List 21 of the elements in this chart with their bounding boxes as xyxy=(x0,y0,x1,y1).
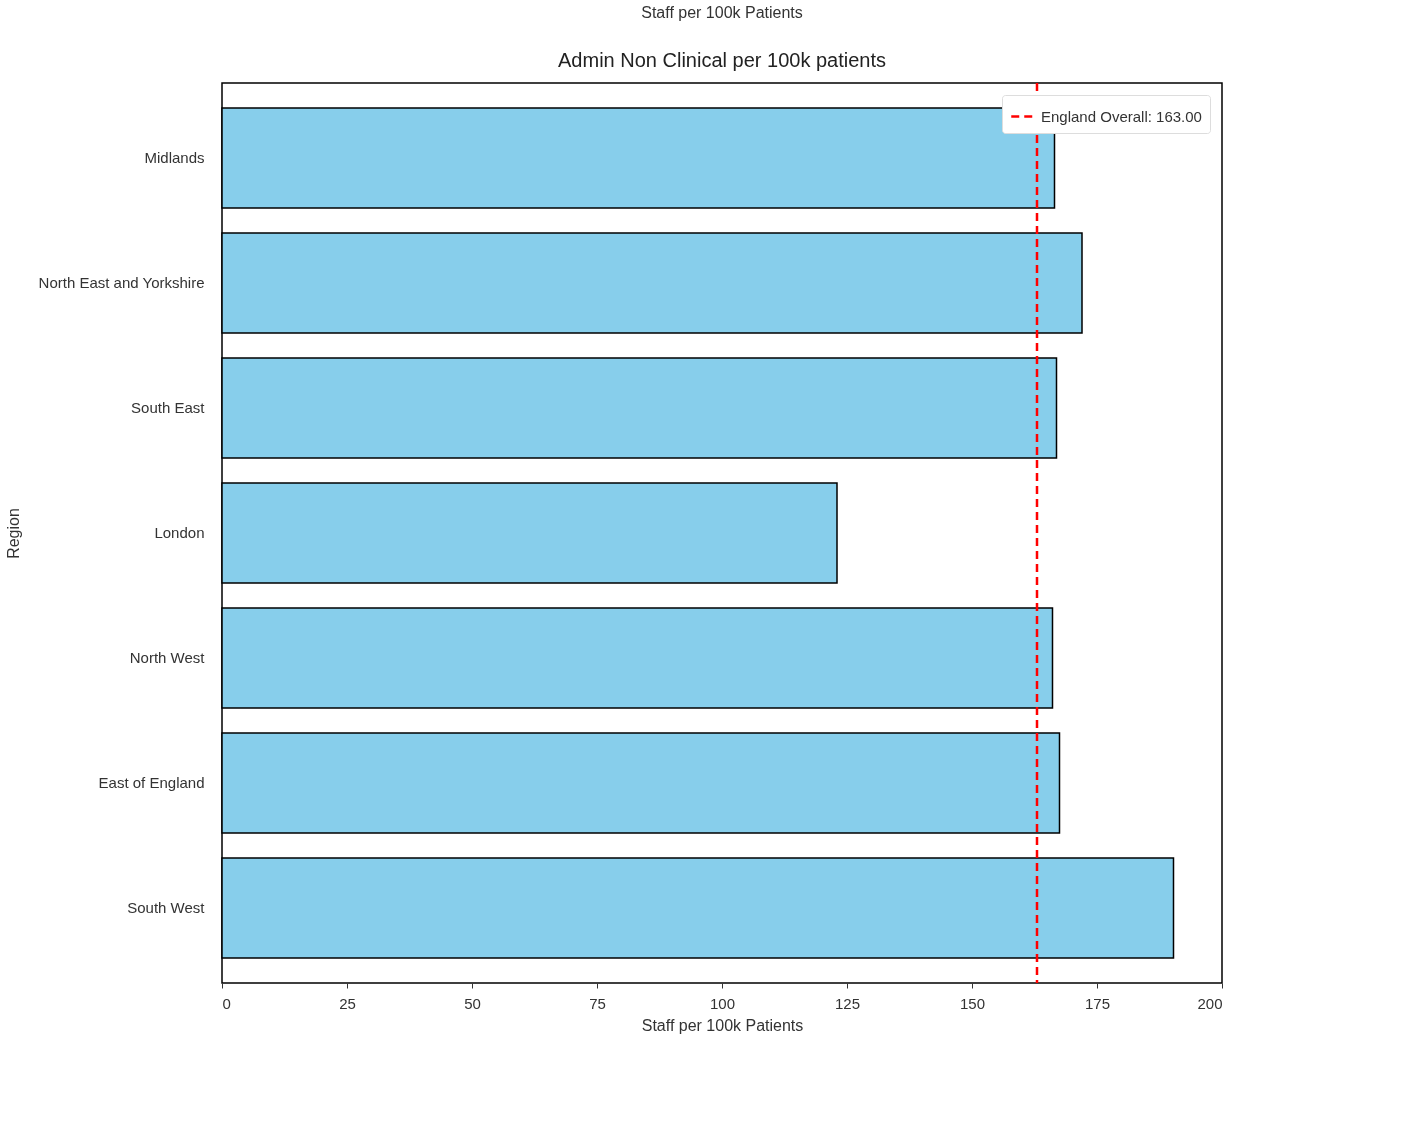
x-tick-label: 0 xyxy=(222,994,231,1012)
x-tick-label: 50 xyxy=(464,994,481,1012)
x-tick-label: 125 xyxy=(834,994,861,1012)
y-tick-label: North East and Yorkshire xyxy=(38,274,205,291)
y-axis-title: Region xyxy=(5,508,23,559)
chart-title: Admin Non Clinical per 100k patients xyxy=(558,49,886,71)
y-tick-label: South East xyxy=(131,399,206,416)
x-tick-label: 200 xyxy=(1197,994,1223,1012)
y-tick-label: South West xyxy=(127,899,206,916)
y-tick-label: Midlands xyxy=(144,149,205,166)
y-tick-label: London xyxy=(154,524,205,541)
x-tick-label: 175 xyxy=(1084,994,1111,1012)
x-tick-label: 150 xyxy=(959,994,986,1012)
x-axis-title: Staff per 100k Patients xyxy=(641,1016,804,1034)
x-tick-label: 75 xyxy=(589,994,606,1012)
text: Staff per 100k Patients xyxy=(641,4,803,21)
y-tick-label: North West xyxy=(129,649,206,666)
y-tick-label: East of England xyxy=(98,774,205,791)
x-tick-label: 25 xyxy=(339,994,356,1012)
ref-line-label: England Overall: 163.00 xyxy=(1041,107,1202,125)
x-tick-label: 100 xyxy=(709,994,736,1012)
